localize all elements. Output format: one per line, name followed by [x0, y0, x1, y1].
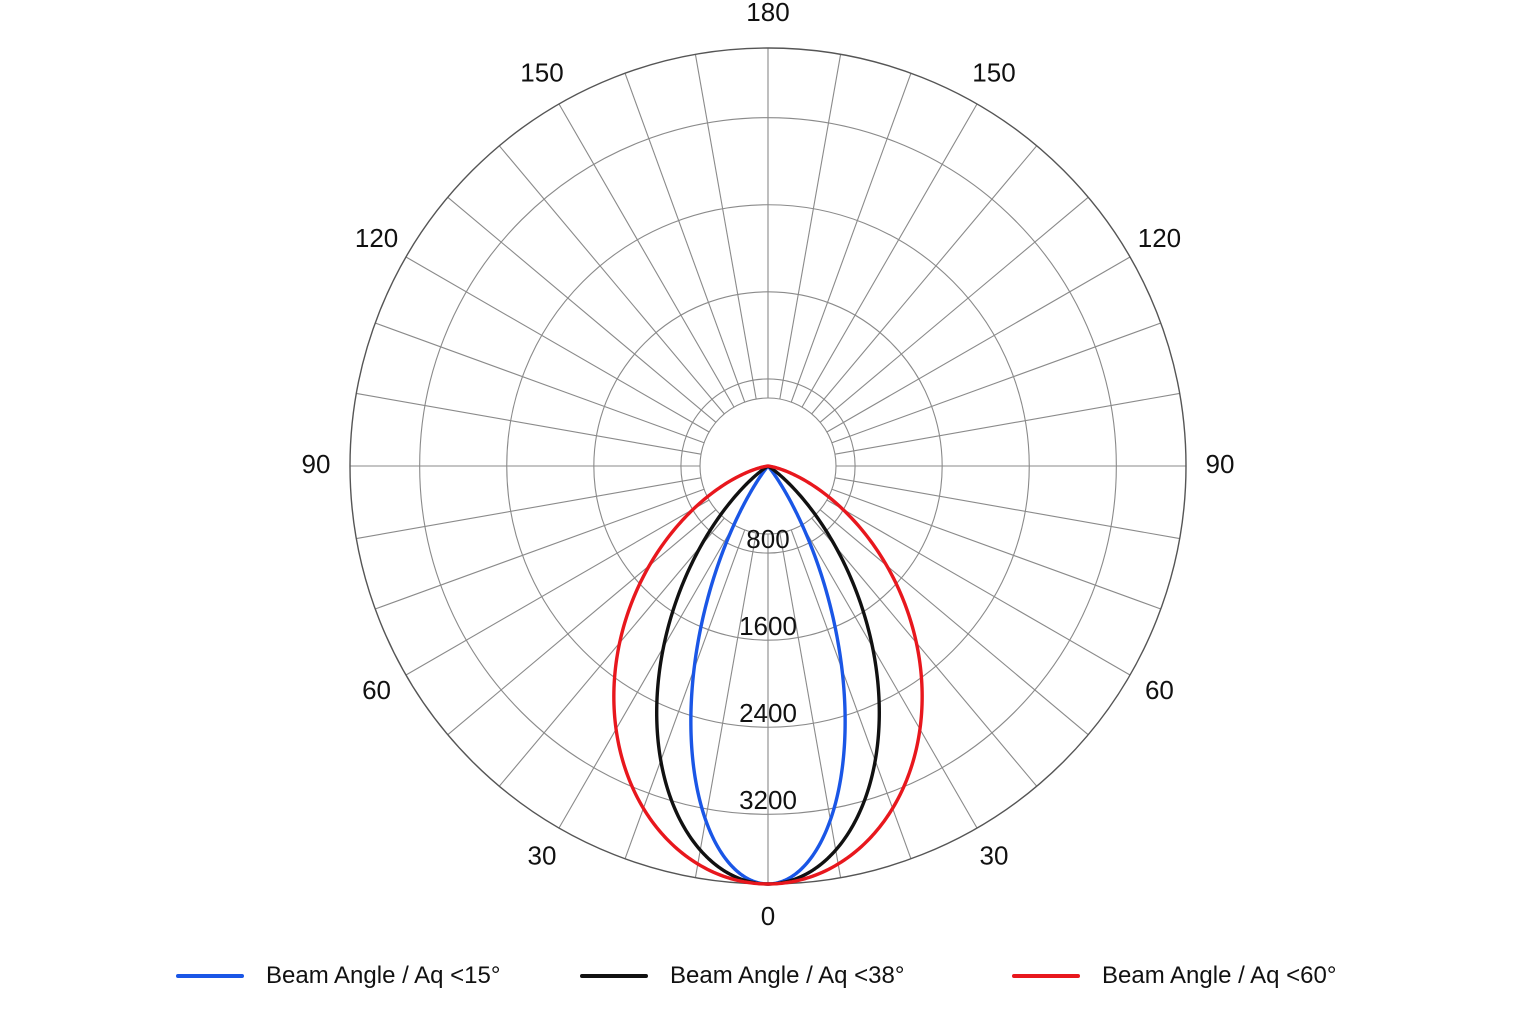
ring-2400 [506, 204, 1030, 728]
angle-label-7: 120 [355, 223, 398, 253]
angle-label-3: 60 [362, 675, 391, 705]
spoke-200 [790, 73, 912, 403]
angle-label-10: 150 [972, 57, 1015, 87]
spoke-190 [779, 54, 842, 400]
ring-800 [680, 378, 856, 554]
angle-label-6: 90 [1206, 449, 1235, 479]
radial-label-3200: 3200 [739, 785, 797, 815]
spoke-30 [558, 524, 735, 829]
spoke-310 [819, 509, 1089, 736]
spoke-70 [375, 488, 705, 610]
spoke-300 [826, 499, 1131, 676]
spoke-140 [498, 145, 725, 415]
spoke-330 [801, 524, 978, 829]
angle-label-4: 60 [1145, 675, 1174, 705]
spoke-20 [624, 529, 746, 859]
legend-item-38: Beam Angle / Aq <38° [580, 948, 904, 1004]
angle-label-1: 30 [528, 840, 557, 870]
spoke-80 [356, 477, 702, 540]
spoke-150 [558, 103, 735, 408]
legend-swatch-15 [176, 974, 244, 978]
spoke-160 [624, 73, 746, 403]
legend-swatch-38 [580, 974, 648, 978]
legend-label-15: Beam Angle / Aq <15° [266, 962, 501, 989]
spoke-110 [375, 322, 705, 444]
spoke-50 [447, 509, 717, 736]
angle-label-0: 0 [761, 901, 775, 931]
spoke-280 [834, 477, 1180, 540]
series-curve-2 [612, 464, 924, 886]
spoke-60 [405, 499, 710, 676]
spoke-120 [405, 256, 710, 433]
angle-label-5: 90 [302, 449, 331, 479]
legend-swatch-60 [1012, 974, 1080, 978]
intensity-curves [612, 464, 924, 886]
radial-label-1600: 1600 [739, 611, 797, 641]
radial-labels: 800 1600 2400 3200 [739, 524, 797, 815]
angle-labels: 0 30 30 60 60 90 90 120 120 150 150 180 [302, 0, 1235, 931]
ring-3200 [419, 117, 1117, 815]
ring-1600 [593, 291, 943, 641]
spoke-240 [826, 256, 1131, 433]
spoke-220 [811, 145, 1038, 415]
polar-chart: 0 30 30 60 60 90 90 120 120 150 150 180 800 1600 2400… [302, 0, 1235, 931]
spoke-170 [694, 54, 757, 400]
legend: Beam Angle / Aq <15° Beam Angle / Aq <38… [0, 948, 1536, 1004]
legend-item-60: Beam Angle / Aq <60° [1012, 948, 1336, 1004]
angle-label-8: 120 [1138, 223, 1181, 253]
spoke-100 [356, 392, 702, 455]
spoke-260 [834, 392, 1180, 455]
legend-label-38: Beam Angle / Aq <38° [670, 962, 905, 989]
spoke-250 [831, 322, 1161, 444]
legend-label-60: Beam Angle / Aq <60° [1102, 962, 1337, 989]
radial-label-800: 800 [746, 524, 789, 554]
spoke-340 [790, 529, 912, 859]
spoke-40 [498, 517, 725, 787]
spoke-130 [447, 196, 717, 423]
angle-label-11: 180 [746, 0, 789, 27]
angle-label-2: 30 [980, 840, 1009, 870]
spoke-230 [819, 196, 1089, 423]
spoke-210 [801, 103, 978, 408]
angle-label-9: 150 [520, 57, 563, 87]
radial-label-2400: 2400 [739, 698, 797, 728]
spoke-290 [831, 488, 1161, 610]
spoke-320 [811, 517, 1038, 787]
legend-item-15: Beam Angle / Aq <15° [176, 948, 500, 1004]
